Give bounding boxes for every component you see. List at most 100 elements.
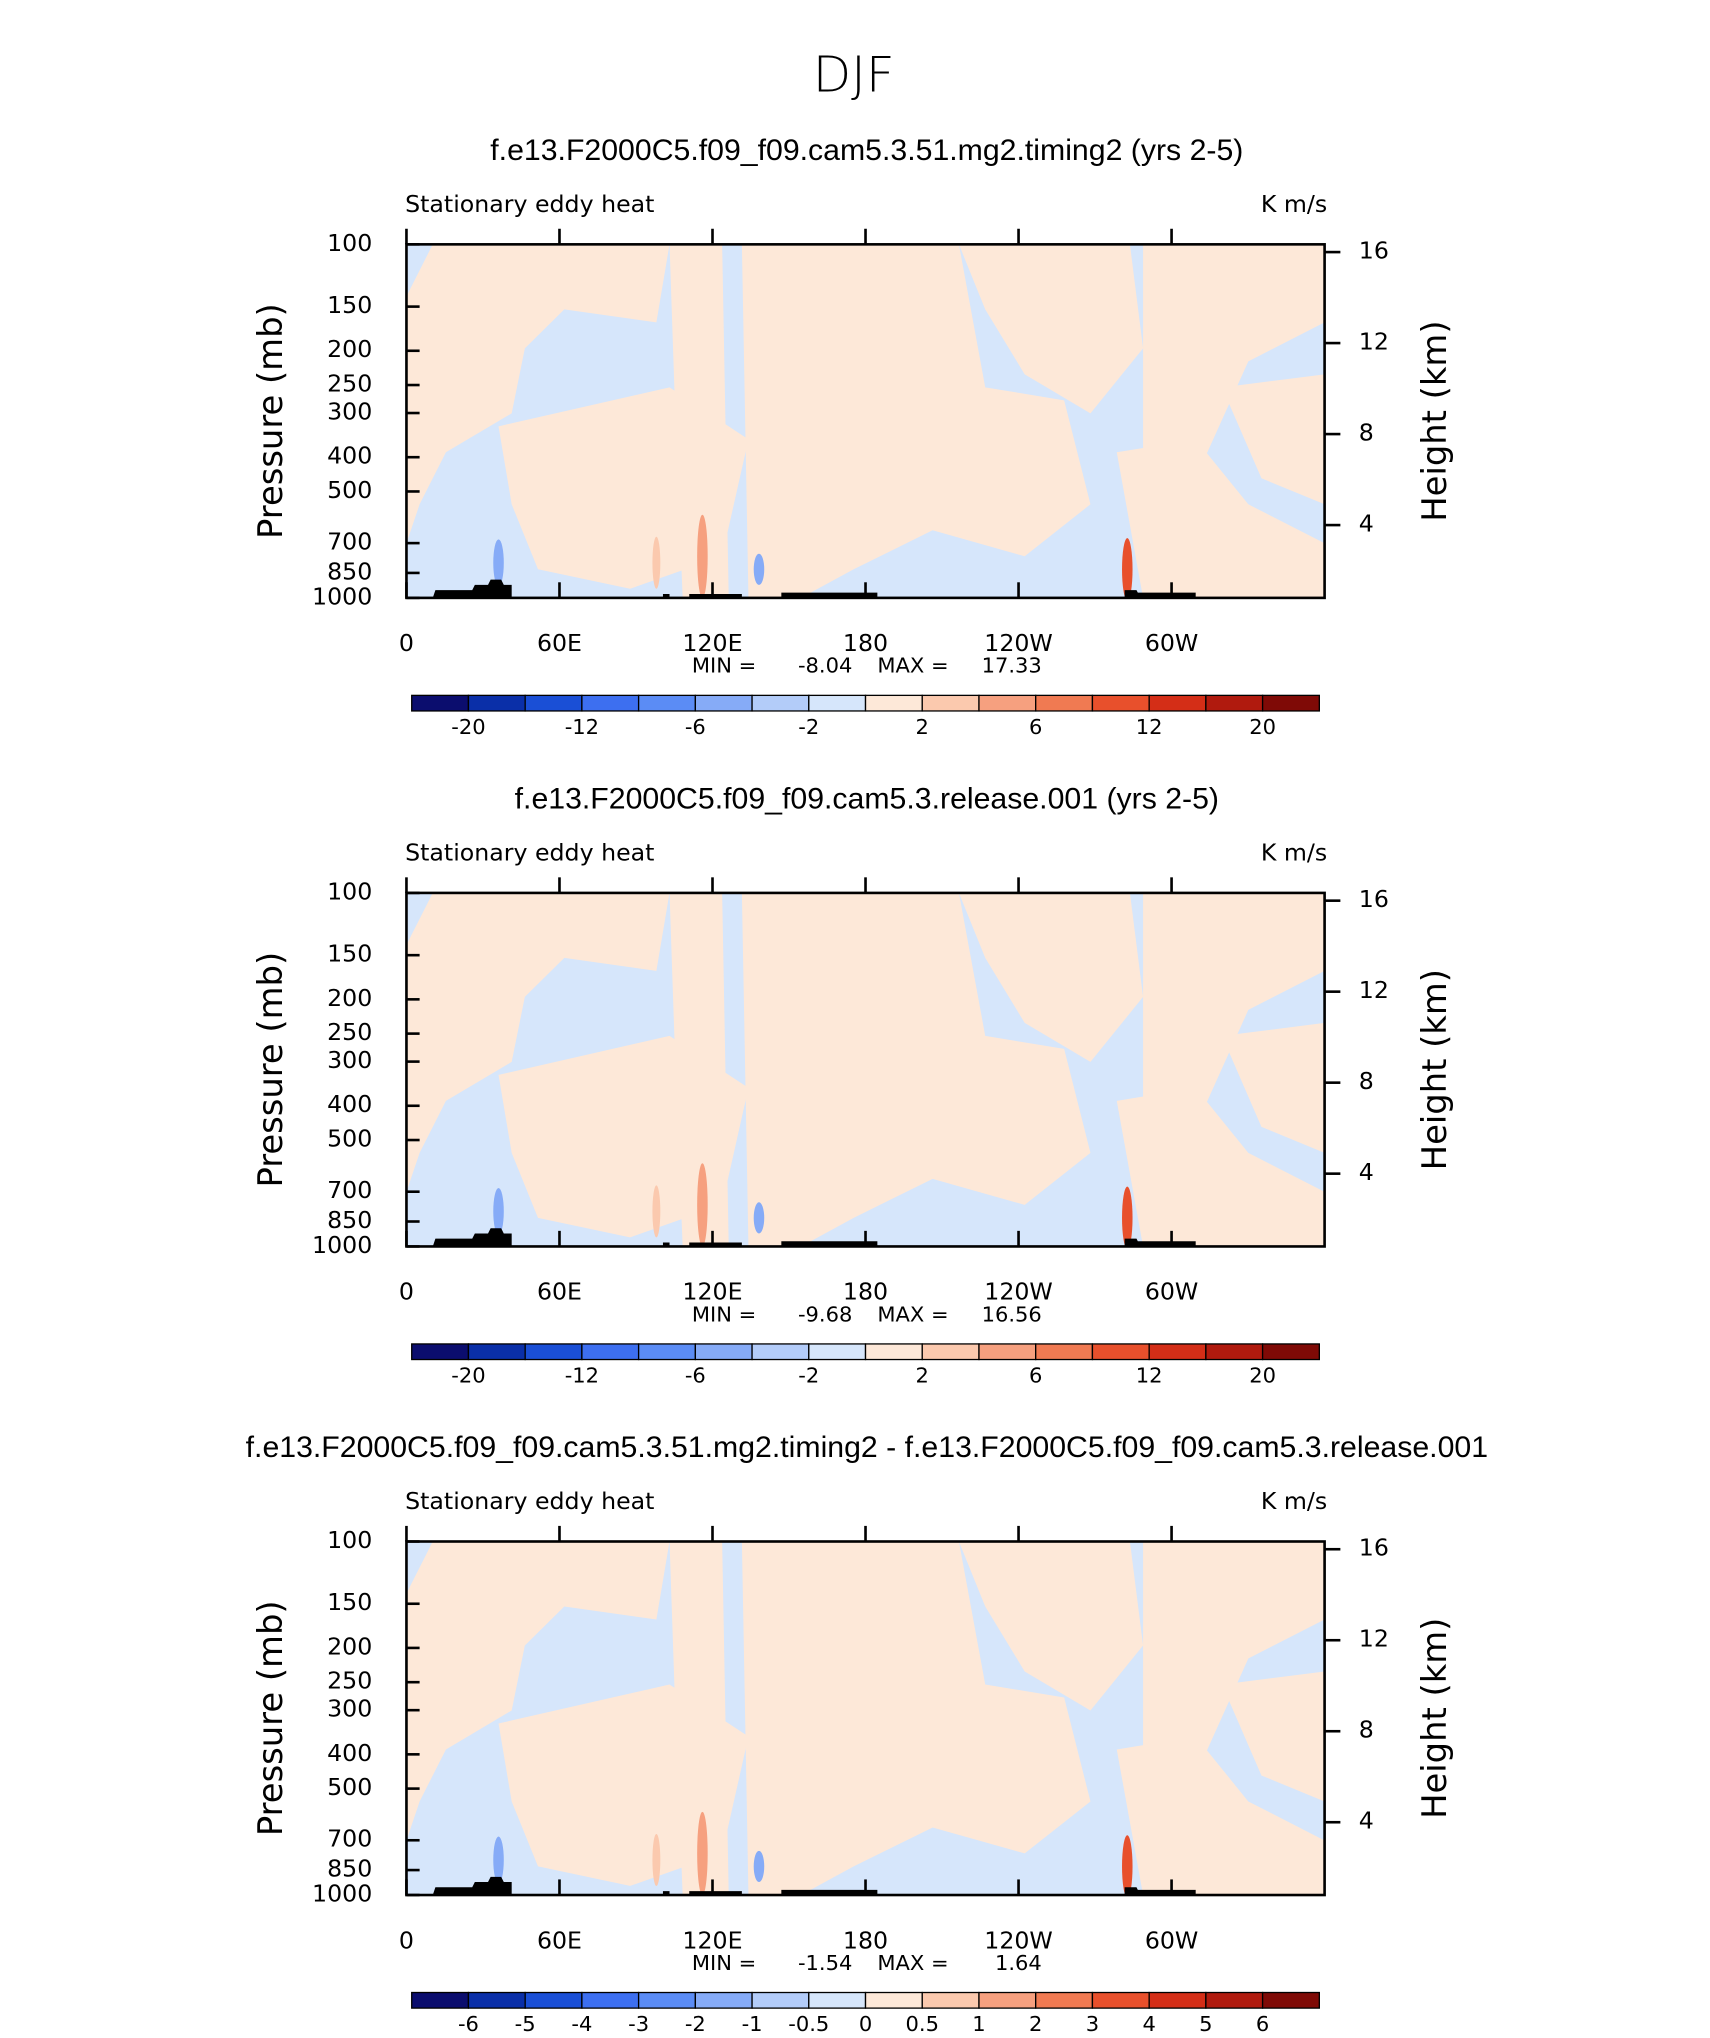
- max-label: MAX =: [877, 1951, 948, 1975]
- colorbar-label: -2: [685, 2012, 706, 2036]
- colorbar-label: -6: [685, 715, 706, 739]
- colorbar-box: [1148, 1343, 1207, 1361]
- y-tick-label: 700: [327, 528, 372, 556]
- y-tick-label: 300: [327, 1695, 372, 1723]
- y2-tick-label: 12: [1359, 976, 1389, 1004]
- x-tick-label: 180: [843, 1278, 888, 1306]
- y-tick-label: 250: [327, 1667, 372, 1695]
- y-tick-label: 850: [327, 1206, 372, 1234]
- x-tick-label: 0: [399, 1278, 414, 1306]
- y2-tick-label: 16: [1359, 237, 1389, 265]
- right-title: K m/s: [1261, 1487, 1327, 1515]
- y-tick-label: 200: [327, 1633, 372, 1661]
- panel-title: f.e13.F2000C5.f09_f09.cam5.3.51.mg2.timi…: [490, 134, 1243, 167]
- panel: f.e13.F2000C5.f09_f09.cam5.3.51.mg2.timi…: [251, 134, 1455, 739]
- colorbar-box: [581, 1991, 640, 2009]
- colorbar-label: -0.5: [788, 2012, 829, 2036]
- colorbar-box: [751, 1343, 810, 1361]
- y2-tick-label: 16: [1359, 1534, 1389, 1562]
- colorbar-label: 3: [1086, 2012, 1099, 2036]
- colorbar-label: 1: [972, 2012, 985, 2036]
- y-tick-label: 850: [327, 558, 372, 586]
- y-tick-label: 300: [327, 398, 372, 426]
- x-tick-label: 60E: [537, 1926, 582, 1954]
- colorbar-label: -6: [458, 2012, 479, 2036]
- x-tick-label: 120E: [682, 629, 742, 657]
- panel: f.e13.F2000C5.f09_f09.cam5.3.51.mg2.timi…: [246, 1431, 1488, 2036]
- colorbar-box: [581, 1343, 640, 1361]
- max-label: MAX =: [877, 1302, 948, 1326]
- colorbar-label: 6: [1029, 715, 1042, 739]
- y-tick-label: 250: [327, 1018, 372, 1046]
- colorbar-box: [978, 1343, 1037, 1361]
- colorbar-box: [1261, 694, 1320, 712]
- colorbar-label: 4: [1142, 2012, 1155, 2036]
- x-tick-label: 60E: [537, 629, 582, 657]
- colorbar-label: 5: [1199, 2012, 1212, 2036]
- colorbar-box: [864, 1343, 923, 1361]
- colorbar-box: [467, 1343, 526, 1361]
- x-tick-label: 180: [843, 1926, 888, 1954]
- colorbar-label: 6: [1029, 1364, 1042, 1388]
- colorbar-box: [1035, 1343, 1094, 1361]
- colorbar-box: [637, 694, 697, 712]
- y-tick-label: 400: [327, 1739, 372, 1767]
- y-tick-label: 1000: [312, 1231, 372, 1259]
- y-tick-label: 700: [327, 1825, 372, 1853]
- min-label: MIN =: [692, 1302, 756, 1326]
- y-axis-label: Pressure (mb): [251, 1600, 291, 1836]
- y2-tick-label: 4: [1359, 510, 1374, 538]
- x-tick-label: 120W: [984, 629, 1053, 657]
- colorbar-box: [751, 694, 810, 712]
- y2-tick-label: 4: [1359, 1807, 1374, 1835]
- left-title: Stationary eddy heat: [405, 190, 654, 218]
- colorbar-box: [637, 1991, 697, 2009]
- colorbar-box: [978, 694, 1037, 712]
- colorbar-box: [1261, 1343, 1320, 1361]
- colorbar-box: [581, 694, 640, 712]
- y-tick-label: 300: [327, 1046, 372, 1074]
- colorbar-label: -12: [565, 1364, 599, 1388]
- x-tick-label: 120E: [682, 1926, 742, 1954]
- max-value: 16.56: [982, 1302, 1042, 1326]
- max-label: MAX =: [877, 654, 948, 678]
- colorbar-box: [694, 1343, 753, 1361]
- colorbar-box: [864, 1991, 923, 2009]
- y-tick-label: 700: [327, 1176, 372, 1204]
- colorbar-label: 0: [859, 2012, 872, 2036]
- y-tick-label: 400: [327, 1090, 372, 1118]
- colorbar-box: [808, 694, 867, 712]
- y-tick-label: 200: [327, 984, 372, 1012]
- colorbar-box: [524, 1343, 583, 1361]
- y2-tick-label: 16: [1359, 885, 1389, 913]
- colorbar-label: 12: [1136, 715, 1163, 739]
- colorbar-label: 6: [1256, 2012, 1269, 2036]
- y-tick-label: 150: [327, 1588, 372, 1616]
- colorbar-label: -20: [451, 1364, 485, 1388]
- left-title: Stationary eddy heat: [405, 1487, 654, 1515]
- min-label: MIN =: [692, 1951, 756, 1975]
- colorbar-box: [411, 1991, 470, 2009]
- y2-tick-label: 4: [1359, 1158, 1374, 1186]
- colorbar-label: 2: [916, 715, 929, 739]
- y-tick-label: 500: [327, 1125, 372, 1153]
- colorbar-box: [1035, 1991, 1094, 2009]
- y2-tick-label: 12: [1359, 328, 1389, 356]
- y2-tick-label: 12: [1359, 1625, 1389, 1653]
- colorbar-box: [467, 694, 526, 712]
- colorbar-label: -1: [742, 2012, 763, 2036]
- panel-title: f.e13.F2000C5.f09_f09.cam5.3.51.mg2.timi…: [246, 1431, 1488, 1464]
- colorbar-label: 0.5: [906, 2012, 939, 2036]
- y-tick-label: 250: [327, 370, 372, 398]
- colorbar-label: -6: [685, 1364, 706, 1388]
- x-tick-label: 120W: [984, 1926, 1053, 1954]
- colorbar-box: [411, 1343, 470, 1361]
- x-tick-label: 120E: [682, 1278, 742, 1306]
- colorbar-box: [524, 1991, 583, 2009]
- right-title: K m/s: [1261, 190, 1327, 218]
- y-tick-label: 200: [327, 335, 372, 363]
- y-axis-label: Pressure (mb): [251, 952, 291, 1188]
- colorbar-box: [864, 694, 923, 712]
- colorbar-box: [1091, 1991, 1150, 2009]
